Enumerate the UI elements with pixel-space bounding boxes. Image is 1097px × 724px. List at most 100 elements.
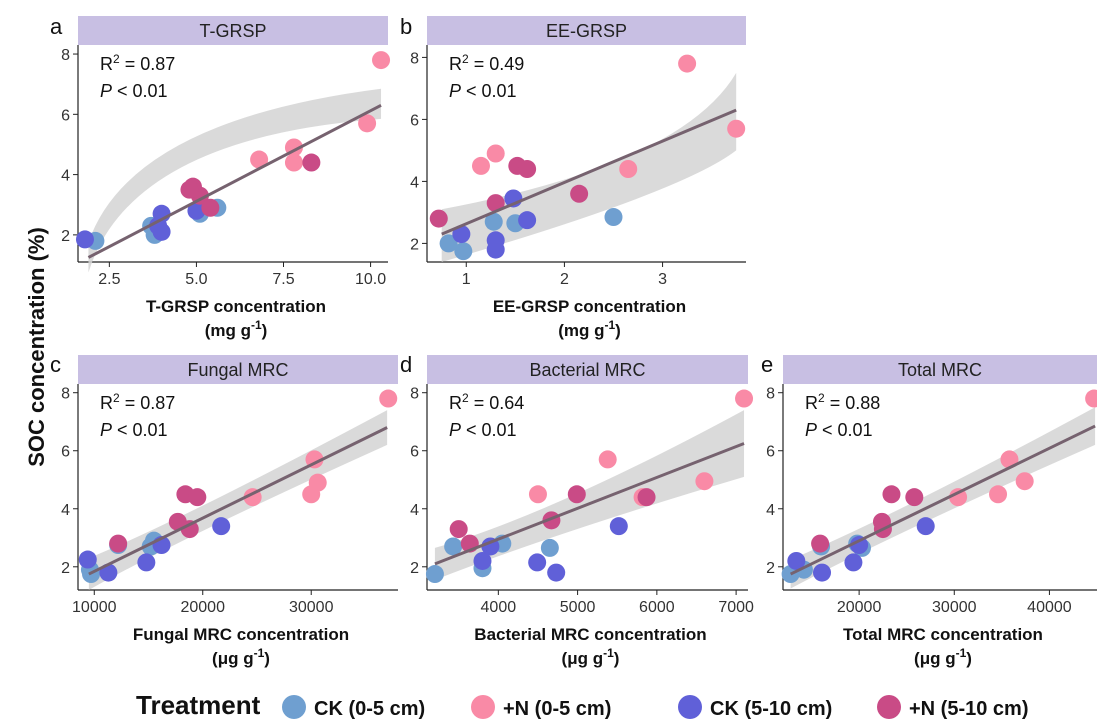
panel-a: a T-GRSP 2 4 6 8 2.5 5.0 7.5 10.0 T-GRSP concentra… [50, 14, 391, 340]
data-point [250, 150, 269, 169]
regression-line [434, 442, 745, 566]
p-value-label: P < 0.01 [100, 420, 168, 440]
x-tick-label: 7.5 [272, 271, 294, 288]
x-tick-label: 4000 [481, 599, 517, 616]
x-axis-unit: (mg g-1) [205, 318, 268, 340]
strip-title: Total MRC [898, 360, 982, 380]
panel-letter: d [400, 352, 412, 377]
x-tick-label: 20000 [180, 599, 225, 616]
data-point [425, 565, 444, 584]
data-point [429, 209, 448, 228]
p-value-label: P < 0.01 [449, 81, 517, 101]
x-tick-label: 30000 [932, 599, 977, 616]
data-point [302, 153, 321, 172]
legend-label: CK (0-5 cm) [314, 698, 425, 720]
x-axis-unit: (μg g-1) [212, 646, 270, 668]
strip-title: T-GRSP [199, 21, 266, 41]
y-tick-label: 4 [410, 502, 419, 519]
panel-c: c Fungal MRC 2 4 6 8 10000 20000 30000 Fungal MRC… [50, 352, 398, 668]
x-tick-label: 40000 [1027, 599, 1072, 616]
y-tick-label: 6 [766, 444, 775, 461]
data-point [695, 472, 714, 491]
y-tick-label: 2 [61, 560, 70, 577]
x-tick-label: 30000 [289, 599, 334, 616]
regression-line [441, 108, 737, 236]
data-point [188, 488, 207, 507]
data-point [813, 563, 832, 582]
data-point [678, 54, 697, 73]
panel-letter: b [400, 14, 412, 39]
legend-items: CK (0-5 cm) +N (0-5 cm) CK (5-10 cm) +N (5-… [282, 695, 1029, 720]
data-point [471, 156, 490, 175]
data-point [372, 51, 391, 70]
strip-header [427, 16, 746, 45]
x-axis-label: EE-GRSP concentration [493, 297, 686, 316]
x-tick-label: 10.0 [355, 271, 386, 288]
data-point [727, 119, 746, 138]
y-tick-label: 2 [766, 560, 775, 577]
data-point [735, 389, 754, 408]
regression-line [88, 426, 388, 576]
panel-letter: a [50, 14, 63, 39]
panel-letter: c [50, 352, 61, 377]
y-tick-label: 6 [410, 444, 419, 461]
data-point [567, 485, 586, 504]
r-squared-label: R2 = 0.64 [449, 391, 524, 413]
regression-line [789, 424, 1096, 576]
strip-title: Fungal MRC [187, 360, 288, 380]
panel-b: b EE-GRSP 2 4 6 8 1 2 3 EE-GRSP concentration (mg … [400, 14, 746, 340]
data-point [619, 160, 638, 178]
strip-header [783, 355, 1097, 384]
data-point [358, 114, 377, 133]
legend-title: Treatment [136, 690, 261, 720]
r-squared-label: R2 = 0.87 [100, 391, 175, 413]
data-point [1015, 472, 1034, 491]
data-point [916, 517, 935, 536]
data-point [528, 553, 547, 572]
x-tick-label: 7000 [718, 599, 754, 616]
data-point [137, 553, 156, 572]
x-tick-label: 5000 [560, 599, 596, 616]
data-point [604, 208, 623, 227]
legend-label: +N (0-5 cm) [503, 698, 611, 720]
x-tick-label: 6000 [639, 599, 675, 616]
x-tick-label: 20000 [837, 599, 882, 616]
data-point [547, 563, 566, 582]
strip-title: Bacterial MRC [529, 360, 645, 380]
data-point [486, 240, 505, 259]
legend-swatch [282, 695, 306, 719]
y-tick-label: 8 [61, 386, 70, 403]
strip-header [78, 16, 388, 45]
data-point [989, 485, 1008, 504]
x-tick-label: 2.5 [98, 271, 120, 288]
x-axis-unit: (μg g-1) [914, 646, 972, 668]
data-point [518, 160, 537, 178]
data-point [180, 180, 199, 199]
y-tick-label: 4 [410, 174, 419, 191]
data-point [449, 520, 468, 539]
x-axis-label: T-GRSP concentration [146, 297, 326, 316]
data-point [787, 551, 806, 570]
x-axis-unit: (mg g-1) [558, 318, 621, 340]
y-tick-label: 4 [61, 502, 70, 519]
strip-title: EE-GRSP [546, 21, 627, 41]
data-point [518, 211, 537, 230]
panel-e: e Total MRC 2 4 6 8 20000 30000 40000 Total MRC c… [761, 352, 1097, 668]
data-point [452, 225, 471, 244]
r-squared-label: R2 = 0.87 [100, 52, 175, 74]
legend-swatch [678, 695, 702, 719]
y-tick-label: 8 [766, 386, 775, 403]
x-tick-label: 10000 [72, 599, 117, 616]
data-point [308, 473, 327, 492]
data-point [201, 198, 220, 217]
x-axis-label: Total MRC concentration [843, 625, 1043, 644]
regression-line [87, 103, 382, 259]
legend-swatch [471, 695, 495, 719]
data-point [439, 234, 458, 253]
legend-label: +N (5-10 cm) [909, 698, 1029, 720]
data-point [109, 534, 128, 553]
x-axis-label: Bacterial MRC concentration [474, 625, 706, 644]
x-axis-unit: (μg g-1) [562, 646, 620, 668]
y-tick-label: 4 [766, 502, 775, 519]
